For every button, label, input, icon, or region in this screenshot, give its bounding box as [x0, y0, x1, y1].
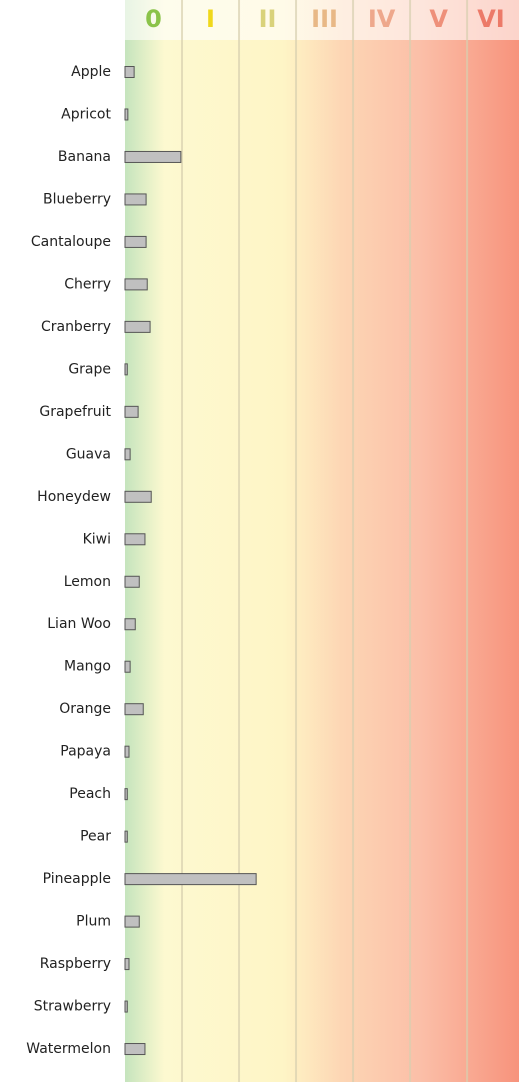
y-tick-label: Cherry — [64, 276, 111, 292]
y-tick-label: Orange — [59, 701, 111, 717]
bar — [124, 873, 257, 886]
y-tick-label: Papaya — [60, 744, 111, 760]
bar — [124, 490, 152, 503]
bar — [124, 1000, 128, 1013]
x-tick-label: V — [429, 5, 448, 33]
y-tick-label: Banana — [58, 149, 111, 165]
y-tick-label: Watermelon — [26, 1041, 111, 1057]
x-tick-label: III — [311, 5, 338, 33]
y-tick-label: Strawberry — [34, 999, 111, 1015]
y-tick-label: Apricot — [61, 106, 111, 122]
x-tick-label: I — [206, 5, 215, 33]
y-tick-label: Pineapple — [43, 871, 111, 887]
bar — [124, 363, 128, 376]
x-tick-label: II — [259, 5, 277, 33]
y-tick-label: Grape — [68, 361, 111, 377]
x-tick-label: VI — [477, 5, 505, 33]
bar — [124, 703, 144, 716]
bar — [124, 830, 128, 843]
bar — [124, 533, 146, 546]
bar — [124, 448, 131, 461]
bar — [124, 618, 136, 631]
bar — [124, 1043, 146, 1056]
y-tick-label: Peach — [69, 786, 111, 802]
bar — [124, 320, 151, 333]
y-tick-label: Pear — [80, 829, 111, 845]
header-band — [125, 0, 519, 40]
bar — [124, 405, 139, 418]
bar — [124, 575, 140, 588]
bar — [124, 66, 135, 78]
y-tick-label: Mango — [64, 659, 111, 675]
bar — [124, 278, 148, 291]
y-tick-label: Grapefruit — [39, 404, 111, 420]
y-tick-label: Kiwi — [83, 531, 111, 547]
y-tick-label: Plum — [76, 914, 111, 930]
y-tick-label: Lemon — [64, 574, 111, 590]
bar — [124, 193, 147, 206]
bar — [124, 150, 182, 163]
y-tick-label: Guava — [66, 446, 111, 462]
y-tick-label: Apple — [71, 64, 111, 80]
y-tick-label: Blueberry — [43, 191, 111, 207]
plot-background — [125, 0, 519, 1082]
y-tick-label: Cranberry — [41, 319, 111, 335]
bar — [124, 235, 147, 248]
bar — [124, 660, 131, 673]
bar — [124, 745, 130, 758]
bar — [124, 915, 140, 928]
bar — [124, 958, 130, 971]
y-tick-label: Raspberry — [40, 956, 111, 972]
x-tick-label: IV — [368, 5, 396, 33]
bar — [124, 788, 128, 801]
y-tick-label: Cantaloupe — [31, 234, 111, 250]
bar — [124, 108, 129, 121]
x-tick-label: 0 — [145, 5, 162, 33]
y-tick-label: Lian Woo — [47, 616, 111, 632]
y-tick-label: Honeydew — [37, 489, 111, 505]
